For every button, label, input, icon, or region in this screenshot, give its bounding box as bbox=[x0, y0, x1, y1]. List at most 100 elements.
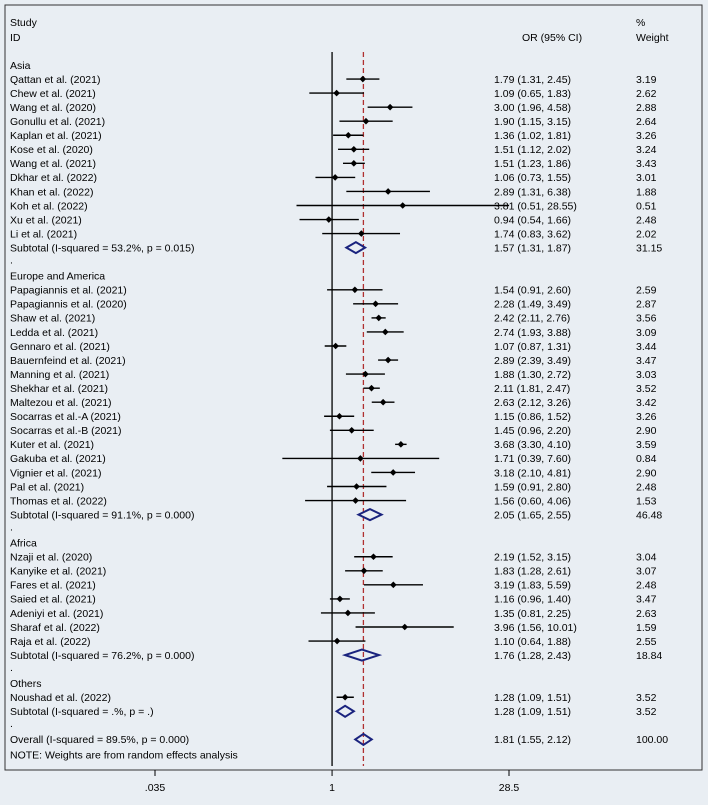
study-label: Kanyike et al. (2021) bbox=[10, 566, 106, 578]
point-estimate-marker bbox=[384, 188, 392, 195]
study-label: Raja et al. (2022) bbox=[10, 636, 91, 648]
study-weight: 2.02 bbox=[636, 228, 657, 240]
study-or-ci: 3.18 (2.10, 4.81) bbox=[494, 467, 571, 479]
group-heading: Asia bbox=[10, 60, 31, 72]
point-estimate-marker bbox=[350, 160, 358, 167]
study-weight: 3.52 bbox=[636, 383, 657, 395]
point-estimate-marker bbox=[401, 623, 409, 631]
overall-row-weight: 100.00 bbox=[636, 734, 668, 746]
study-weight: 2.64 bbox=[636, 116, 657, 128]
study-label: Kose et al. (2020) bbox=[10, 144, 93, 156]
study-label: Pal et al. (2021) bbox=[10, 481, 84, 493]
x-tick-label: 1 bbox=[329, 782, 335, 794]
study-weight: 3.07 bbox=[636, 566, 657, 578]
group-heading: Africa bbox=[10, 538, 37, 550]
study-or-ci: 2.74 (1.93, 3.88) bbox=[494, 327, 571, 339]
study-label: Wang et al. (2021) bbox=[10, 158, 96, 170]
study-weight: 3.09 bbox=[636, 327, 657, 339]
row-separator-dot: . bbox=[10, 662, 13, 674]
study-or-ci: 1.28 (1.09, 1.51) bbox=[494, 692, 571, 704]
subtotal-row-diamond bbox=[341, 648, 383, 662]
point-estimate-marker bbox=[336, 412, 343, 420]
header-or: OR (95% CI) bbox=[522, 32, 582, 44]
study-or-ci: 2.89 (2.39, 3.49) bbox=[494, 355, 571, 367]
study-row: Manning et al. (2021) 1.88 (1.30, 2.72) 3.… bbox=[10, 369, 657, 381]
point-estimate-marker bbox=[336, 595, 344, 603]
study-row: Khan et al. (2022) 2.89 (1.31, 6.38) 1.88 bbox=[10, 186, 657, 198]
study-row: Chew et al. (2021) 1.09 (0.65, 1.83) 2.62 bbox=[10, 88, 657, 100]
point-estimate-marker bbox=[399, 202, 407, 209]
point-estimate-marker bbox=[386, 103, 394, 111]
study-label: Maltezou et al. (2021) bbox=[10, 397, 112, 409]
study-or-ci: 1.79 (1.31, 2.45) bbox=[494, 74, 571, 86]
study-weight: 3.47 bbox=[636, 355, 657, 367]
subtotal-row-or-ci: 1.28 (1.09, 1.51) bbox=[494, 706, 571, 718]
study-label: Fares et al. (2021) bbox=[10, 580, 96, 592]
study-weight: 2.48 bbox=[636, 214, 657, 226]
study-row: Gakuba et al. (2021) 1.71 (0.39, 7.60) 0.8… bbox=[10, 453, 657, 465]
point-estimate-marker bbox=[397, 441, 405, 448]
study-label: Gakuba et al. (2021) bbox=[10, 453, 106, 465]
study-weight: 1.88 bbox=[636, 186, 657, 198]
header-weight: Weight bbox=[636, 32, 669, 44]
study-row: Pal et al. (2021) 1.59 (0.91, 2.80) 2.48 bbox=[10, 481, 657, 493]
study-row: Wang et al. (2021) 1.51 (1.23, 1.86) 3.43 bbox=[10, 158, 657, 170]
study-or-ci: 1.09 (0.65, 1.83) bbox=[494, 88, 571, 100]
study-label: Wang et al. (2020) bbox=[10, 102, 96, 114]
study-weight: 2.90 bbox=[636, 467, 657, 479]
point-estimate-marker bbox=[368, 384, 375, 392]
study-or-ci: 2.42 (2.11, 2.76) bbox=[494, 313, 570, 325]
group-heading: Others bbox=[10, 678, 42, 690]
study-label: Xu et al. (2021) bbox=[10, 214, 82, 226]
point-estimate-marker bbox=[390, 581, 397, 589]
study-row: Gennaro et al. (2021) 1.07 (0.87, 1.31) 3.… bbox=[10, 341, 657, 353]
subtotal-row-weight: 46.48 bbox=[636, 509, 662, 521]
study-or-ci: 2.19 (1.52, 3.15) bbox=[494, 552, 571, 564]
rows: Asia Qattan et al. (2021) 1.79 (1.31, 2.45… bbox=[10, 60, 668, 761]
study-or-ci: 2.11 (1.81, 2.47) bbox=[494, 383, 570, 395]
study-label: Papagiannis et al. (2020) bbox=[10, 299, 127, 311]
study-label: Socarras et al.-A (2021) bbox=[10, 411, 121, 423]
study-weight: 3.47 bbox=[636, 594, 657, 606]
study-weight: 2.63 bbox=[636, 608, 657, 620]
study-or-ci: 1.15 (0.86, 1.52) bbox=[494, 411, 571, 423]
study-row: Adeniyi et al. (2021) 1.35 (0.81, 2.25) 2.… bbox=[10, 608, 657, 620]
study-label: Saied et al. (2021) bbox=[10, 594, 96, 606]
point-estimate-marker bbox=[359, 75, 367, 83]
study-row: Socarras et al.-B (2021) 1.45 (0.96, 2.20… bbox=[10, 425, 657, 437]
point-estimate-marker bbox=[344, 609, 352, 617]
study-label: Manning et al. (2021) bbox=[10, 369, 109, 381]
subtotal-row: Subtotal (I-squared = 53.2%, p = 0.015) 1… bbox=[10, 240, 662, 254]
x-tick-label: .035 bbox=[145, 782, 166, 794]
point-estimate-marker bbox=[333, 637, 341, 645]
point-estimate-marker bbox=[351, 286, 359, 294]
row-separator-dot: . bbox=[10, 521, 13, 533]
row-separator-dot: . bbox=[10, 718, 13, 730]
study-row: Kaplan et al. (2021) 1.36 (1.02, 1.81) 3.2… bbox=[10, 130, 657, 142]
study-weight: 3.01 bbox=[636, 172, 657, 184]
study-row: Papagiannis et al. (2021) 1.54 (0.91, 2.6… bbox=[10, 285, 657, 297]
point-estimate-marker bbox=[357, 455, 364, 462]
point-estimate-marker bbox=[333, 89, 340, 97]
study-row: Gonullu et al. (2021) 1.90 (1.15, 3.15) 2.… bbox=[10, 116, 657, 128]
study-row: Raja et al. (2022) 1.10 (0.64, 1.88) 2.55 bbox=[10, 636, 657, 648]
row-separator-dot: . bbox=[10, 255, 13, 267]
study-label: Vignier et al. (2021) bbox=[10, 467, 101, 479]
point-estimate-marker bbox=[384, 356, 392, 364]
subtotal-row-label: Subtotal (I-squared = 53.2%, p = 0.015) bbox=[10, 242, 194, 254]
header-percent: % bbox=[636, 17, 645, 29]
point-estimate-marker bbox=[389, 469, 397, 476]
subtotal-row-or-ci: 2.05 (1.65, 2.55) bbox=[494, 509, 571, 521]
study-label: Papagiannis et al. (2021) bbox=[10, 285, 127, 297]
study-weight: 2.62 bbox=[636, 88, 657, 100]
x-tick-label: 28.5 bbox=[499, 782, 520, 794]
study-weight: 2.48 bbox=[636, 481, 657, 493]
study-weight: 2.55 bbox=[636, 636, 657, 648]
study-label: Kaplan et al. (2021) bbox=[10, 130, 102, 142]
study-or-ci: 1.59 (0.91, 2.80) bbox=[494, 481, 571, 493]
study-row: Qattan et al. (2021) 1.79 (1.31, 2.45) 3.1… bbox=[10, 74, 657, 86]
study-or-ci: 1.56 (0.60, 4.06) bbox=[494, 495, 571, 507]
point-estimate-marker bbox=[360, 567, 368, 575]
overall-row-label: Overall (I-squared = 89.5%, p = 0.000) bbox=[10, 734, 189, 746]
